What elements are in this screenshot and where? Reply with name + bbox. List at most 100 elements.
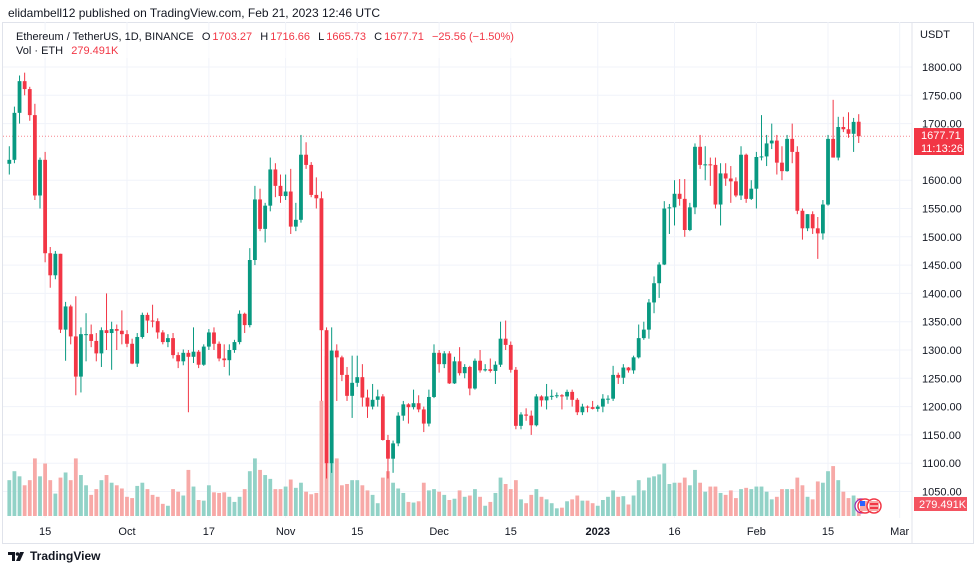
volume-bar [534,489,539,516]
candle [856,114,861,143]
candle-body [534,396,539,426]
volume-bar [7,480,12,516]
volume-bar [12,471,17,516]
candle [12,106,17,164]
candle [508,341,513,373]
candle-body [570,391,575,400]
candle-body [575,399,580,413]
candle [48,246,53,288]
volume-bar [73,458,78,516]
candle [114,324,119,350]
volume-bar [657,474,662,516]
legend-volume-label[interactable]: Vol · ETH [16,45,64,57]
candle [647,299,651,339]
candle [826,134,830,206]
tradingview-logo[interactable]: TradingView [8,549,100,563]
volume-bar [703,491,708,516]
time-tick-label: 2023 [586,526,610,538]
candle [386,434,390,479]
candle [590,400,595,410]
candle [723,163,728,186]
candle-body [457,361,462,374]
candle [734,177,738,198]
candle-body [68,306,73,337]
volume-bar [340,485,344,516]
candle-body [237,313,242,343]
volume-bar [345,484,349,516]
event-flags[interactable] [854,498,882,514]
volume-bar [621,496,626,516]
volume-bar [442,494,447,516]
volume-bar [94,489,99,516]
volume-bar [268,478,273,516]
volume-bar [631,495,636,516]
volume-bar [626,504,631,516]
candle [672,180,677,226]
chart-frame [2,22,974,544]
last-price-label: 1677.71 11:13:26 [914,128,964,155]
volume-bar [273,489,278,516]
legend-volume-row: Vol · ETH 279.491K [16,44,516,58]
candle-body [662,208,667,265]
candle-body [626,367,631,371]
volume-bar [667,484,672,516]
candle-body [334,350,339,358]
candle [421,406,426,433]
candle [698,134,702,169]
volume-bar [590,503,595,516]
volume-bar [181,495,186,516]
candle [795,146,800,215]
candle-body [810,214,815,229]
candle [478,350,482,373]
price-tick-label: 1300.00 [922,345,962,357]
volume-bar [319,400,324,516]
candle-body [856,121,861,137]
candle [396,412,401,447]
candle [493,361,498,384]
candle [739,146,743,201]
time-tick-label: 15 [351,526,363,538]
candle [22,72,27,96]
volume-bar [503,484,508,516]
volume-bar [744,487,749,516]
volume-bar [68,480,73,516]
volume-bar [140,482,145,516]
candle [155,318,160,339]
candle [790,123,795,164]
candle-body [452,361,457,384]
candle-body [667,207,672,209]
candle-body [212,332,216,344]
candle [268,157,273,212]
candle [79,327,83,393]
candle-body [421,409,426,424]
candle [442,351,447,369]
volume-bar [155,496,160,516]
volume-bar [283,486,288,516]
candle-body [355,377,360,383]
time-axis[interactable]: 15 Oct 17 Nov 15 Dec 15 2023 16 Feb 15 Mar [39,526,909,538]
price-axis[interactable]: 1800.00 1750.00 1700.00 1600.00 1550.00 1500.… [922,62,962,499]
candle-body [48,253,53,276]
candle [831,99,836,158]
time-tick-label: 15 [39,526,51,538]
time-tick-label: 15 [822,526,834,538]
candle [677,179,682,206]
legend-symbol[interactable]: Ethereum / TetherUS, 1D, BINANCE [16,31,194,43]
candle-body [324,330,329,464]
volume-bar [723,494,728,516]
volume-bar [334,458,339,516]
volume-bar [728,490,733,516]
candle [467,365,472,396]
candle-body [94,340,99,354]
volume-bar [513,480,518,516]
candle [340,355,344,382]
price-tick-label: 1200.00 [922,402,962,414]
volume-bar [416,501,421,516]
candle [370,383,375,410]
candle [749,180,754,201]
us-flag-icon[interactable] [866,498,882,514]
candle-body [401,404,406,416]
candle-body [606,398,610,400]
candle-body [544,396,549,401]
